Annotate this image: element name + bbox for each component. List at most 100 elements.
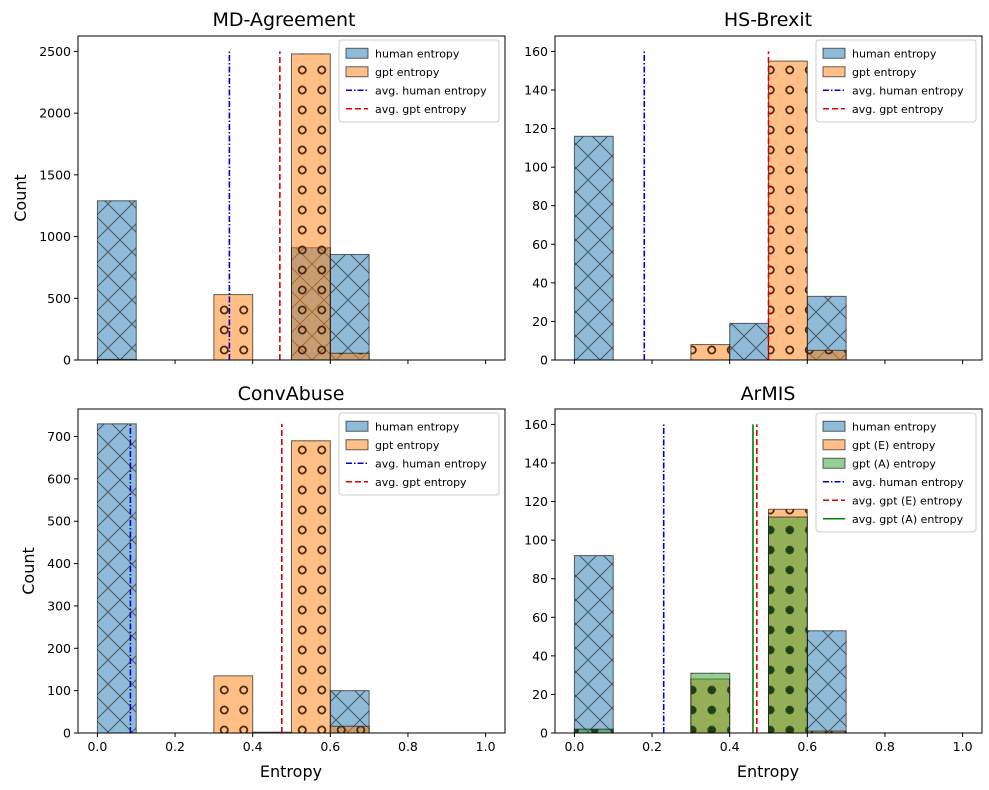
bar-hatch	[574, 555, 614, 733]
legend-label: gpt entropy	[375, 439, 440, 452]
y-ticks: 0 20 40 60 80 100 120 140 160	[524, 417, 555, 741]
bar-gpt-entropy	[329, 725, 370, 734]
legend-frame	[815, 39, 977, 123]
x-tick-label: 0.6	[797, 739, 817, 754]
bar-human-entropy	[573, 555, 614, 734]
x-ticks: 0.0 0.2 0.4 0.6 0.8 1.0	[564, 733, 973, 754]
legend-swatch	[822, 66, 846, 78]
legend-item-avg-human-entropy: avg. human entropy	[346, 84, 487, 97]
bar-hatch	[330, 254, 370, 360]
bar-gpt-a-entropy	[573, 728, 614, 734]
y-tick-label: 500	[47, 291, 71, 306]
y-tick-label: 0	[63, 353, 71, 368]
legend-label: gpt entropy	[375, 66, 440, 79]
average-lines	[129, 423, 283, 733]
y-tick-label: 20	[532, 687, 548, 702]
legend-label: gpt (E) entropy	[852, 439, 936, 452]
legend-item-avg-human-entropy: avg. human entropy	[823, 84, 964, 97]
legend-swatch	[822, 439, 846, 451]
x-tick-label: 1.0	[476, 739, 496, 754]
legend-label: human entropy	[375, 420, 460, 433]
y-tick-label: 100	[47, 683, 71, 698]
x-ticks: 0.0 0.2 0.4 0.6 0.8 1.0	[87, 733, 496, 754]
legend-item-avg-human-entropy: avg. human entropy	[823, 476, 964, 489]
x-tick-label: 0.2	[642, 739, 662, 754]
bar-hatch	[574, 136, 614, 360]
bar-gpt-entropy	[291, 440, 331, 734]
x-tick-label: 0.4	[243, 739, 263, 754]
y-tick-label: 40	[532, 648, 548, 663]
legend-item-avg-gpt-entropy: avg. gpt entropy	[823, 103, 944, 116]
y-tick-label: 120	[524, 494, 548, 509]
panel-hs-brexit: HS-Brexit 0 20 40 60 80 100 120 140 160 human en…	[524, 9, 983, 368]
x-tick-label: 0.0	[87, 739, 107, 754]
panel-md-agreement: MD-Agreement Count 05001000150020002500 …	[11, 9, 506, 368]
bar-hatch	[330, 353, 370, 360]
legend-label: avg. gpt entropy	[852, 103, 944, 116]
panel-title: HS-Brexit	[724, 9, 812, 31]
average-lines	[662, 424, 758, 733]
bar-hatch	[690, 673, 730, 733]
x-tick-label: 0.8	[398, 739, 418, 754]
legend-label: human entropy	[375, 47, 460, 60]
y-ticks: 0 500 1000 1500 2000 2500	[39, 44, 78, 368]
bars	[573, 60, 847, 361]
bar-hatch	[807, 731, 847, 733]
legend-swatch	[822, 420, 846, 432]
bar-gpt-entropy	[690, 344, 731, 361]
y-tick-label: 80	[532, 571, 548, 586]
legend: human entropy gpt entropy avg. human entro…	[338, 39, 500, 123]
legend: human entropy gpt entropy avg. human entro…	[815, 39, 977, 123]
panel-title: ArMIS	[741, 383, 796, 405]
bar-hatch	[291, 53, 331, 360]
legend-swatch	[822, 47, 846, 59]
legend-label: avg. human entropy	[375, 457, 487, 470]
legend-item-human-entropy: human entropy	[345, 47, 460, 60]
bar-human-entropy	[573, 135, 614, 361]
legend-swatch	[345, 439, 369, 451]
bar-human-entropy	[806, 295, 847, 361]
bar-hatch	[768, 61, 808, 360]
legend-label: avg. gpt (A) entropy	[852, 513, 964, 526]
x-tick-label: 0.2	[165, 739, 185, 754]
legend-label: avg. human entropy	[852, 84, 964, 97]
bar-hatch	[213, 675, 253, 733]
plot-frame	[77, 408, 506, 734]
legend-item-avg-gpt-entropy: avg. gpt entropy	[346, 103, 467, 116]
legend-item-gpt-entropy: gpt entropy	[345, 439, 440, 452]
legend-label: avg. gpt entropy	[375, 103, 467, 116]
y-tick-label: 500	[47, 514, 71, 529]
legend-item-gpt-a-entropy: gpt (A) entropy	[822, 457, 936, 470]
bars	[96, 53, 370, 361]
x-tick-label: 0.6	[320, 739, 340, 754]
legend-item-avg-human-entropy: avg. human entropy	[346, 457, 487, 470]
bar-gpt-entropy	[768, 60, 808, 361]
y-tick-label: 0	[63, 726, 71, 741]
y-tick-label: 40	[532, 275, 548, 290]
bar-gpt-entropy	[291, 53, 331, 361]
bar-hatch	[807, 350, 847, 360]
y-ticks: 0 20 40 60 80 100 120 140 160	[524, 44, 555, 368]
legend-label: gpt (A) entropy	[852, 457, 936, 470]
y-axis-label: Count	[11, 174, 30, 222]
legend-label: human entropy	[852, 47, 937, 60]
bar-hatch	[330, 726, 370, 733]
y-tick-label: 600	[47, 471, 71, 486]
legend-frame	[338, 412, 500, 496]
bar-hatch	[807, 630, 847, 733]
y-tick-label: 140	[524, 456, 548, 471]
legend-frame	[815, 412, 977, 533]
legend-swatch	[345, 47, 369, 59]
y-tick-label: 1500	[39, 167, 71, 182]
legend-item-human-entropy: human entropy	[345, 420, 460, 433]
legend-item-avg-gpt-a-entropy: avg. gpt (A) entropy	[823, 513, 964, 526]
bar-gpt-a-entropy	[768, 516, 808, 734]
legend-label: avg. human entropy	[375, 84, 487, 97]
x-tick-label: 0.4	[720, 739, 740, 754]
y-tick-label: 140	[524, 83, 548, 98]
bar-hatch	[768, 517, 808, 733]
bar-hatch	[291, 440, 331, 733]
y-tick-label: 120	[524, 121, 548, 136]
legend-label: avg. gpt entropy	[375, 476, 467, 489]
